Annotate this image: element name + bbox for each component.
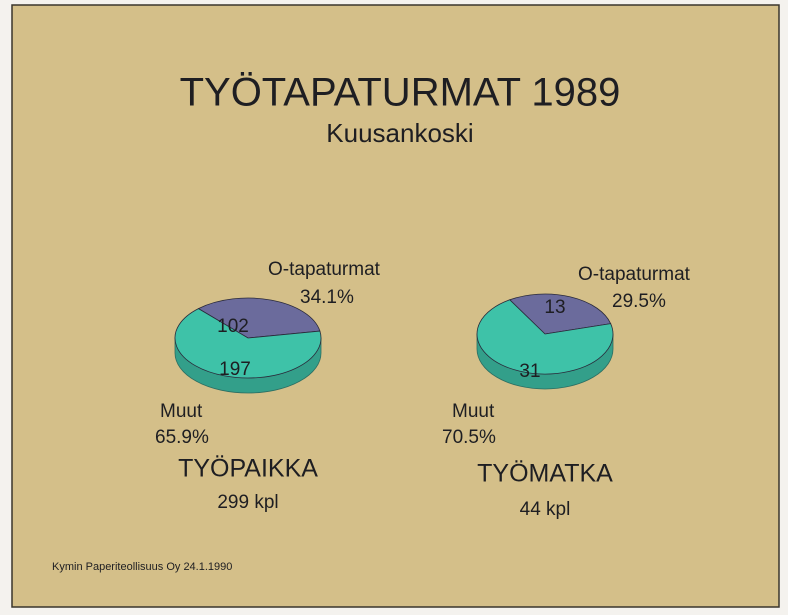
slice-value: 197: [219, 359, 251, 380]
slice-value: 102: [217, 316, 249, 337]
slice-percentage: 34.1%: [300, 287, 354, 308]
pie-title: TYÖMATKA: [477, 460, 613, 488]
chart-subtitle: Kuusankoski: [326, 118, 473, 148]
pie-slice: [476, 299, 614, 375]
slice-label: Muut: [160, 401, 203, 422]
pie-total: 44 kpl: [520, 499, 571, 520]
chart-title: TYÖTAPATURMAT 1989: [180, 71, 621, 115]
slice-value: 13: [544, 297, 565, 318]
background: [11, 4, 780, 608]
footnote: Kymin Paperiteollisuus Oy 24.1.1990: [52, 561, 232, 573]
pie-slice: [197, 297, 321, 339]
pie-title: TYÖPAIKKA: [178, 455, 318, 483]
slice-label: O-tapaturmat: [268, 259, 381, 280]
slice-label: Muut: [452, 401, 495, 422]
pie-total: 299 kpl: [217, 492, 278, 513]
slice-value: 31: [519, 361, 540, 382]
slice-percentage: 70.5%: [442, 427, 496, 448]
slice-label: O-tapaturmat: [578, 264, 691, 285]
slice-percentage: 65.9%: [155, 427, 209, 448]
pie-slice: [174, 308, 322, 379]
slice-percentage: 29.5%: [612, 291, 666, 312]
